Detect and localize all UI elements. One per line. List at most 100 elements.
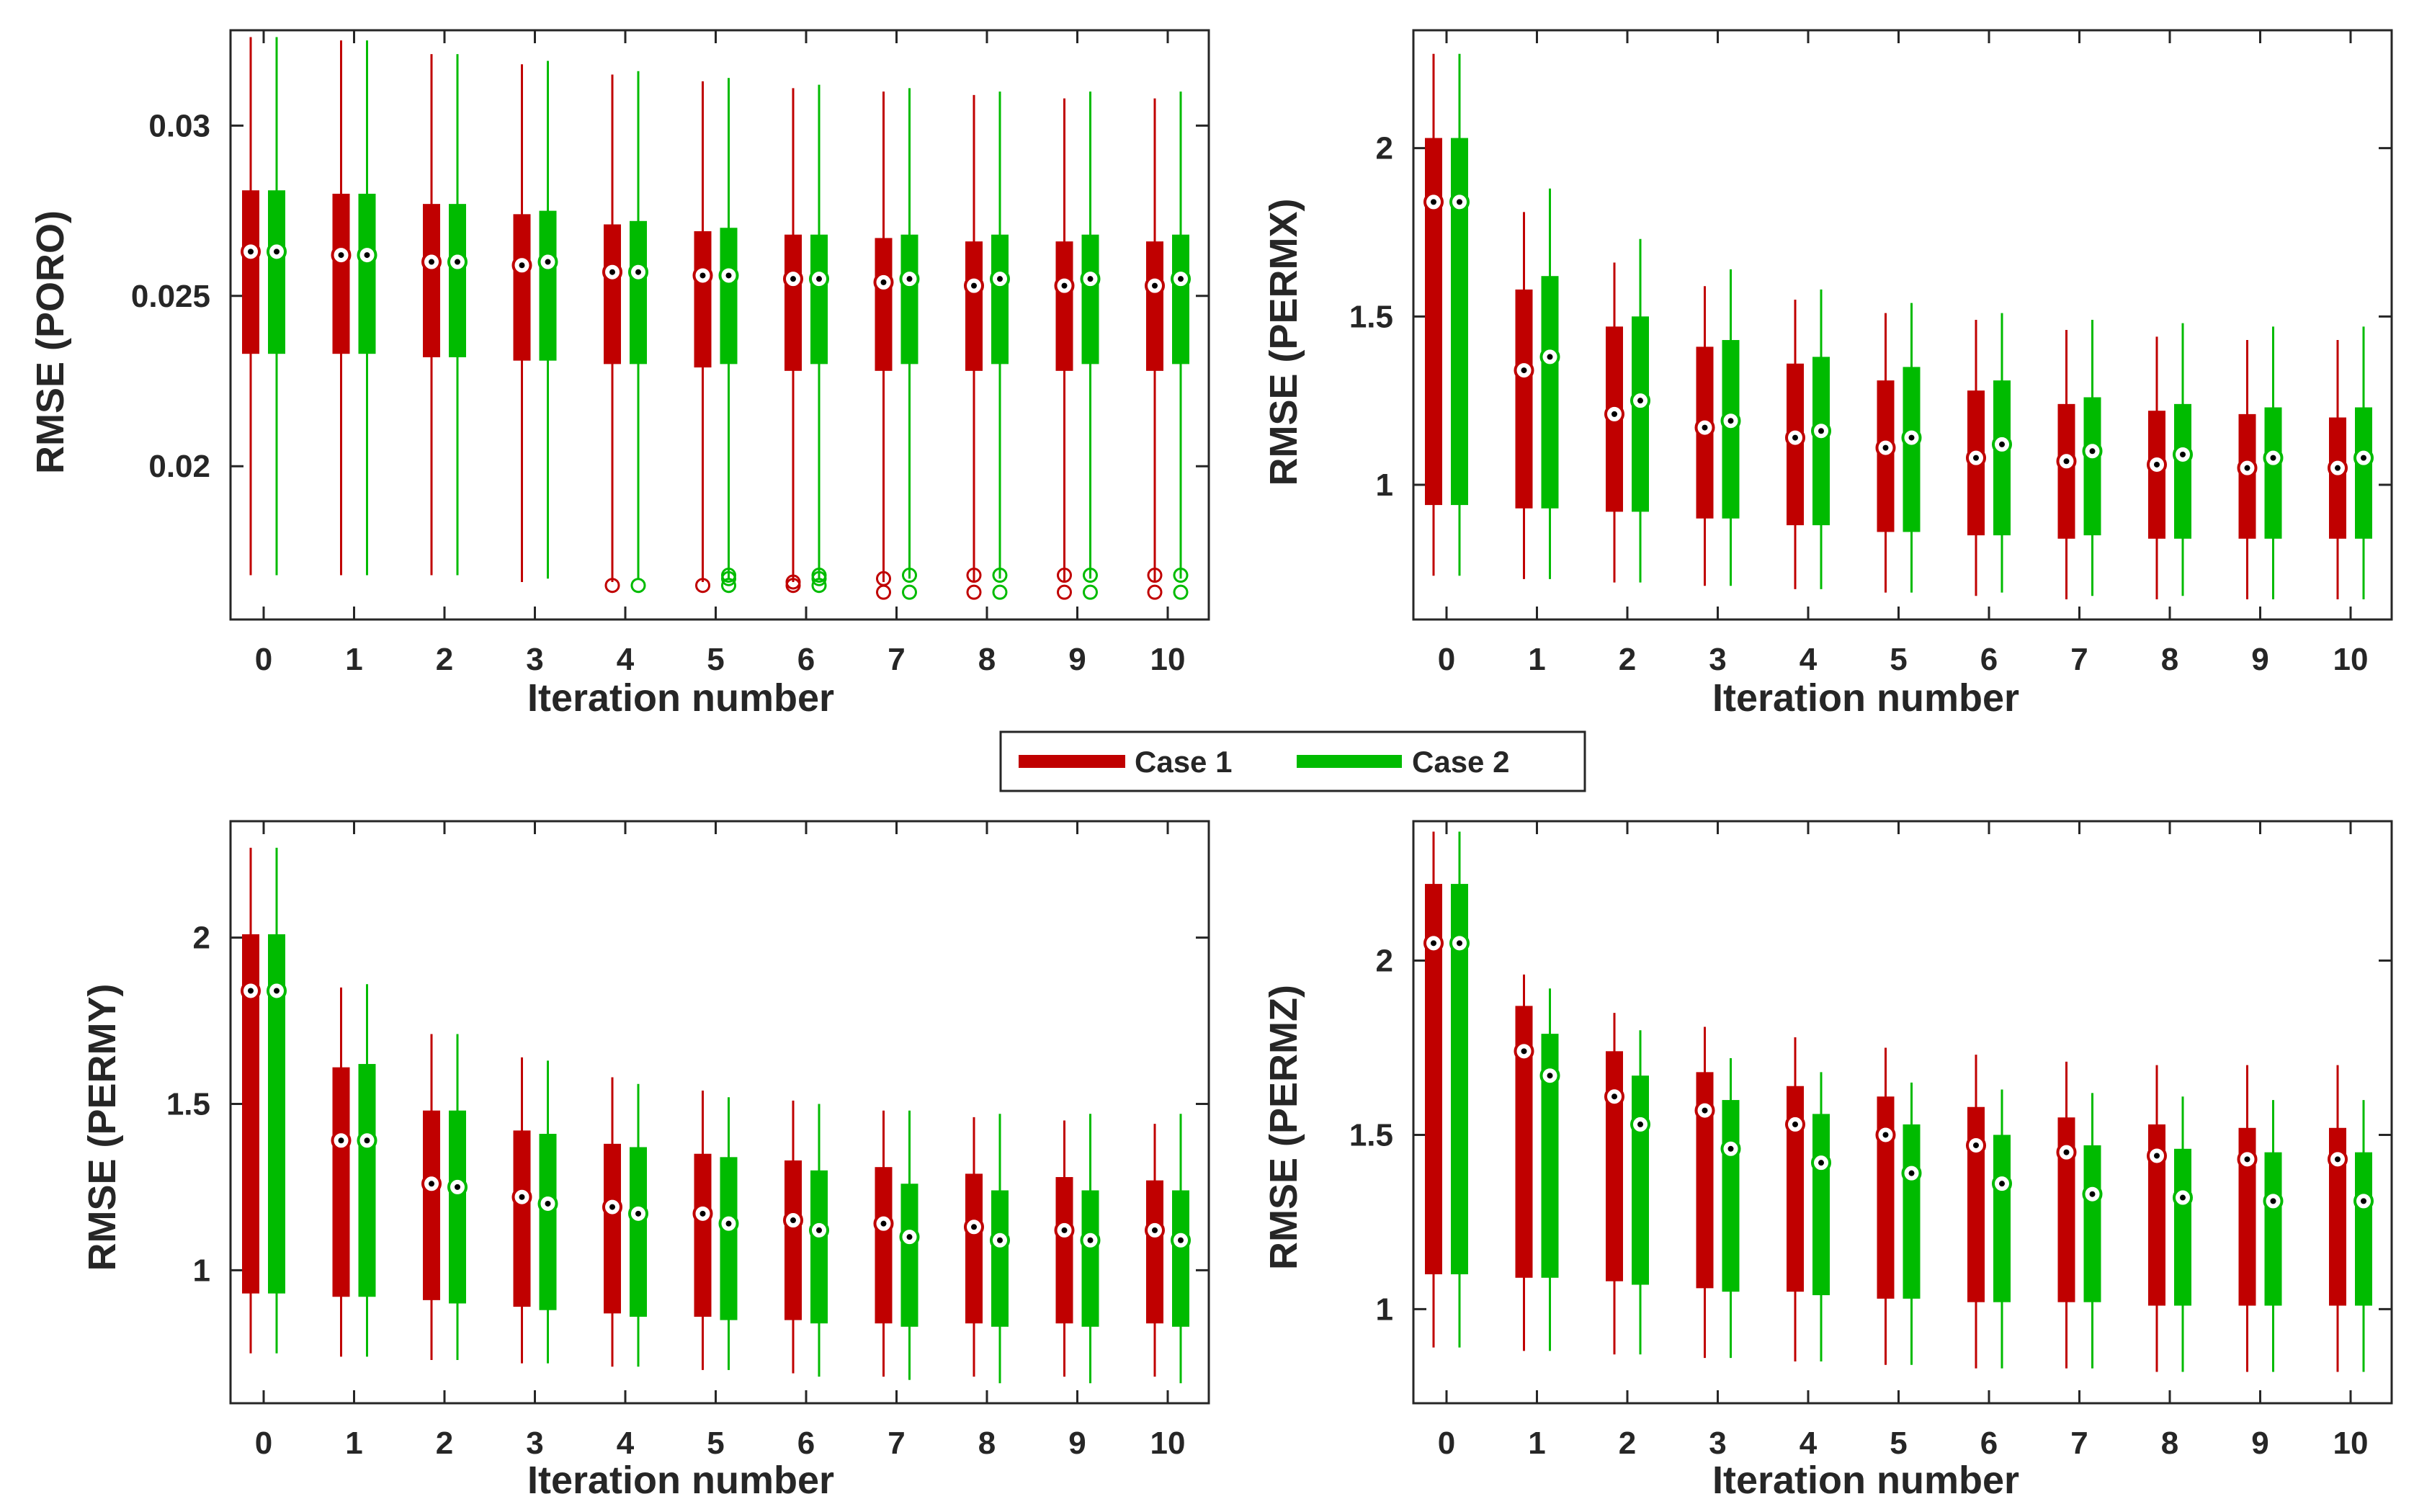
case-1-box [1055,1177,1073,1324]
x-tick-label: 1 [1528,642,1545,677]
case-2-outlier [1173,584,1189,600]
case-2-median-dot [1727,418,1734,424]
case-2-box [1632,1075,1649,1285]
case-1-box [242,190,259,354]
case-1-median-dot [2335,1156,2341,1163]
case-2-median-dot [1637,1121,1643,1127]
case-1-box [694,1153,712,1317]
case-1-median-dot [971,1224,977,1230]
x-tick-label: 5 [707,642,724,677]
case-2-box [1722,1100,1740,1292]
case-1-median-dot [1431,940,1436,947]
case-1-outlier [785,574,801,590]
case-1-median-dot [1611,1093,1617,1100]
case-1-box [513,1130,531,1307]
x-tick-label: 6 [797,642,815,677]
case-2-box [1993,380,2011,536]
x-tick-label: 2 [436,1426,453,1461]
y-tick-label: 1 [1376,1292,1393,1327]
case-1-box [604,224,621,364]
x-tick-label: 7 [2070,1426,2088,1461]
case-2-median-dot [2361,1198,2366,1204]
case-2-median-dot [2180,1194,2186,1201]
case-2-box [2174,403,2191,539]
case-2-median-dot [1908,434,1915,441]
case-2-box [1903,367,1921,532]
case-2-box [2083,1145,2101,1302]
case-2-box [2264,407,2282,539]
case-1-median-dot [2335,465,2341,471]
x-tick-label: 7 [888,642,905,677]
case-1-box [875,1167,893,1324]
y-tick-label: 1.5 [166,1086,210,1122]
x-tick-label: 10 [1150,1426,1186,1461]
y-tick-label: 0.025 [131,279,210,314]
case-1-outlier [695,578,710,594]
case-1-box [604,1143,621,1314]
case-1-box [513,214,531,361]
case-2-box [539,1134,557,1310]
case-1-median-dot [880,1220,887,1227]
case-2-median-dot [545,1200,551,1207]
case-2-outlier [1083,584,1098,600]
case-2-box [810,234,828,364]
case-1-box [784,1160,802,1320]
case-1-median-dot [248,988,254,994]
case-1-outlier [1057,584,1072,600]
panel-poro: Iteration number RMSE (PORO) 0.02 0.025 0.… [29,29,1210,720]
case-2-median-dot [364,1137,370,1144]
x-tick-label: 1 [345,642,362,677]
y-tick-label: 2 [1376,944,1393,979]
case-1-box [1055,241,1073,371]
y-tick-label: 1.5 [1349,299,1393,334]
x-tick-label: 9 [1068,642,1086,677]
x-tick-label: 10 [1150,642,1186,677]
case-1-median-dot [429,1181,434,1187]
case-1-median-dot [248,249,254,255]
x-tick-label: 0 [1438,1426,1455,1461]
case-2-median-dot [1087,1237,1094,1243]
x-axis-label: Iteration number [527,676,834,720]
x-tick-label: 2 [1619,642,1636,677]
case-1-median-dot [1792,434,1798,441]
y-axis-label: RMSE (PERMX) [1262,198,1305,486]
case-2-median-dot [997,276,1003,282]
case-1-median-dot [1973,455,1979,461]
case-2-median-dot [1908,1170,1915,1176]
case-2-box [810,1170,828,1324]
case-1-median-dot [609,269,615,275]
plot-frame [229,820,1210,1405]
x-axis-label: Iteration number [527,1459,834,1502]
case-1-outlier [1147,584,1163,600]
x-tick-label: 2 [436,642,453,677]
case-1-median-dot [1152,1227,1158,1233]
case-2-median-dot [635,1210,641,1217]
x-tick-label: 7 [2070,642,2088,677]
x-tick-label: 7 [888,1426,905,1461]
case-1-box [332,193,350,354]
case-1-median-dot [971,282,977,289]
x-tick-label: 4 [617,642,635,677]
case-1-box [2329,417,2346,539]
case-2-box [2174,1148,2191,1306]
x-tick-label: 5 [1890,1426,1907,1461]
case-1-box [332,1067,350,1297]
case-1-median-dot [519,262,525,269]
case-1-median-dot [1792,1121,1798,1127]
case-1-median-dot [1152,282,1158,289]
case-2-box [268,190,285,354]
case-1-median-dot [338,252,344,259]
y-tick-label: 0.03 [148,108,210,143]
case-1-outlier [1147,568,1163,583]
plot-frame [229,29,1210,621]
case-1-median-dot [790,276,796,282]
case-1-median-dot [2063,1149,2070,1155]
case-1-median-dot [1521,367,1527,374]
case-1-median-dot [2154,461,2160,468]
case-1-outlier [876,571,891,586]
case-2-outlier [721,578,736,594]
x-tick-label: 10 [2333,1426,2369,1461]
x-tick-label: 8 [2161,642,2178,677]
case-1-median-dot [699,1210,706,1217]
case-2-outlier [1083,568,1098,583]
